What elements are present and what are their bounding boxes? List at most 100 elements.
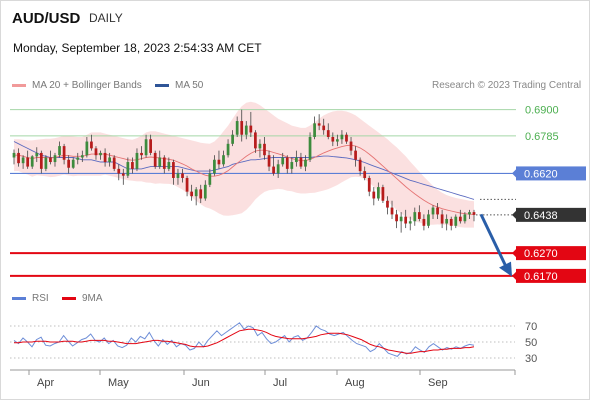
candle-body	[126, 162, 130, 176]
symbol-title: AUD/USD	[12, 10, 81, 27]
candle-body	[431, 207, 435, 215]
candle-body	[67, 159, 71, 168]
forecast-arrow-shaft	[479, 213, 508, 268]
candle-body	[167, 162, 171, 169]
candle-body	[308, 136, 312, 160]
x-tick-label-apr: Apr	[37, 377, 54, 389]
candle-body	[472, 212, 476, 215]
x-tick-label-aug: Aug	[345, 377, 365, 389]
candle-body	[39, 152, 43, 169]
level-tag-pointer	[512, 209, 517, 220]
candle-body	[381, 187, 385, 201]
rsi-series-9ma	[14, 328, 475, 354]
candle-body	[349, 141, 353, 151]
candle-body	[422, 218, 426, 226]
candle-body	[222, 155, 225, 165]
rsi-series-rsi	[13, 322, 475, 357]
candle-body	[112, 157, 116, 169]
level-label-0-6900: 0.6900	[525, 105, 559, 117]
candle-body	[468, 212, 471, 215]
candle-body	[454, 216, 458, 226]
level-label-0-6438: 0.6438	[524, 210, 558, 222]
level-tag-0-6620	[516, 166, 586, 181]
candle-body	[463, 214, 467, 222]
candle-body	[427, 214, 430, 226]
candle-body	[49, 157, 52, 163]
candle-body	[117, 168, 121, 174]
legend-rsi-label: RSI	[32, 293, 49, 304]
candle-body	[386, 200, 389, 208]
candle-body	[440, 214, 444, 224]
candle-body	[235, 121, 239, 135]
candle-body	[62, 146, 66, 160]
ma50-line	[13, 141, 475, 200]
candle-body	[26, 157, 30, 167]
ma50-swatch	[155, 83, 169, 87]
candle-body	[244, 125, 248, 135]
candle-body	[363, 171, 367, 178]
candle-body	[158, 157, 162, 167]
candle-body	[276, 164, 280, 174]
candle-body	[213, 159, 216, 174]
candle-body	[108, 157, 112, 163]
candle-body	[217, 159, 221, 165]
candle-body	[317, 123, 321, 126]
bollinger-swatch	[12, 83, 26, 87]
candle-body	[322, 125, 326, 131]
candle-body	[53, 155, 57, 163]
level-label-0-6785: 0.6785	[525, 131, 559, 143]
candle-body	[358, 159, 362, 172]
level-tag-pointer	[512, 168, 517, 179]
rsi-tick-30: 30	[525, 353, 537, 365]
rsi-tick-70: 70	[525, 321, 537, 333]
candle-body	[449, 218, 453, 226]
period-label: DAILY	[89, 11, 123, 25]
legend-bollinger-label: MA 20 + Bollinger Bands	[32, 80, 142, 91]
legend-rsi: RSI	[12, 293, 49, 304]
candle-body	[135, 152, 139, 169]
candle-body	[458, 216, 462, 222]
candle-body	[336, 139, 339, 142]
candle-body	[304, 159, 307, 167]
candle-body	[390, 207, 394, 215]
candle-body	[131, 162, 134, 169]
level-tag-0-6270	[516, 246, 586, 261]
candle-body	[185, 177, 189, 192]
candle-body	[203, 184, 207, 199]
candle-body	[263, 143, 266, 156]
candle-body	[226, 143, 230, 156]
candle-body	[44, 157, 48, 169]
candle-body	[295, 157, 298, 163]
candle-body	[345, 134, 348, 142]
candle-body	[194, 189, 198, 197]
candle-body	[281, 157, 285, 165]
candle-body	[172, 162, 175, 178]
candle-body	[299, 157, 303, 167]
candle-body	[94, 148, 98, 156]
candle-body	[285, 157, 289, 169]
candle-body	[76, 157, 80, 160]
ma20-line	[14, 144, 475, 215]
x-tick-label-sep: Sep	[428, 377, 448, 389]
level-label-0-6170: 0.6170	[524, 271, 558, 283]
candle-body	[58, 146, 61, 156]
candle-body	[372, 191, 376, 199]
bollinger-band-area	[14, 101, 474, 228]
legend-ma50-label: MA 50	[175, 80, 204, 91]
candle-body	[340, 134, 344, 140]
x-tick-label-jun: Jun	[192, 377, 210, 389]
candle-body	[199, 189, 203, 199]
candle-body	[80, 155, 84, 158]
candle-body	[153, 152, 157, 167]
candle-body	[99, 152, 102, 156]
candle-body	[326, 130, 330, 137]
candle-body	[408, 221, 412, 224]
rsi-tick-50: 50	[525, 337, 537, 349]
level-tag-0-6170	[516, 268, 586, 283]
candle-body	[254, 132, 257, 149]
level-tag-pointer	[512, 248, 517, 259]
candle-body	[290, 162, 294, 169]
level-label-0-6270: 0.6270	[524, 248, 558, 260]
candle-body	[272, 166, 275, 174]
